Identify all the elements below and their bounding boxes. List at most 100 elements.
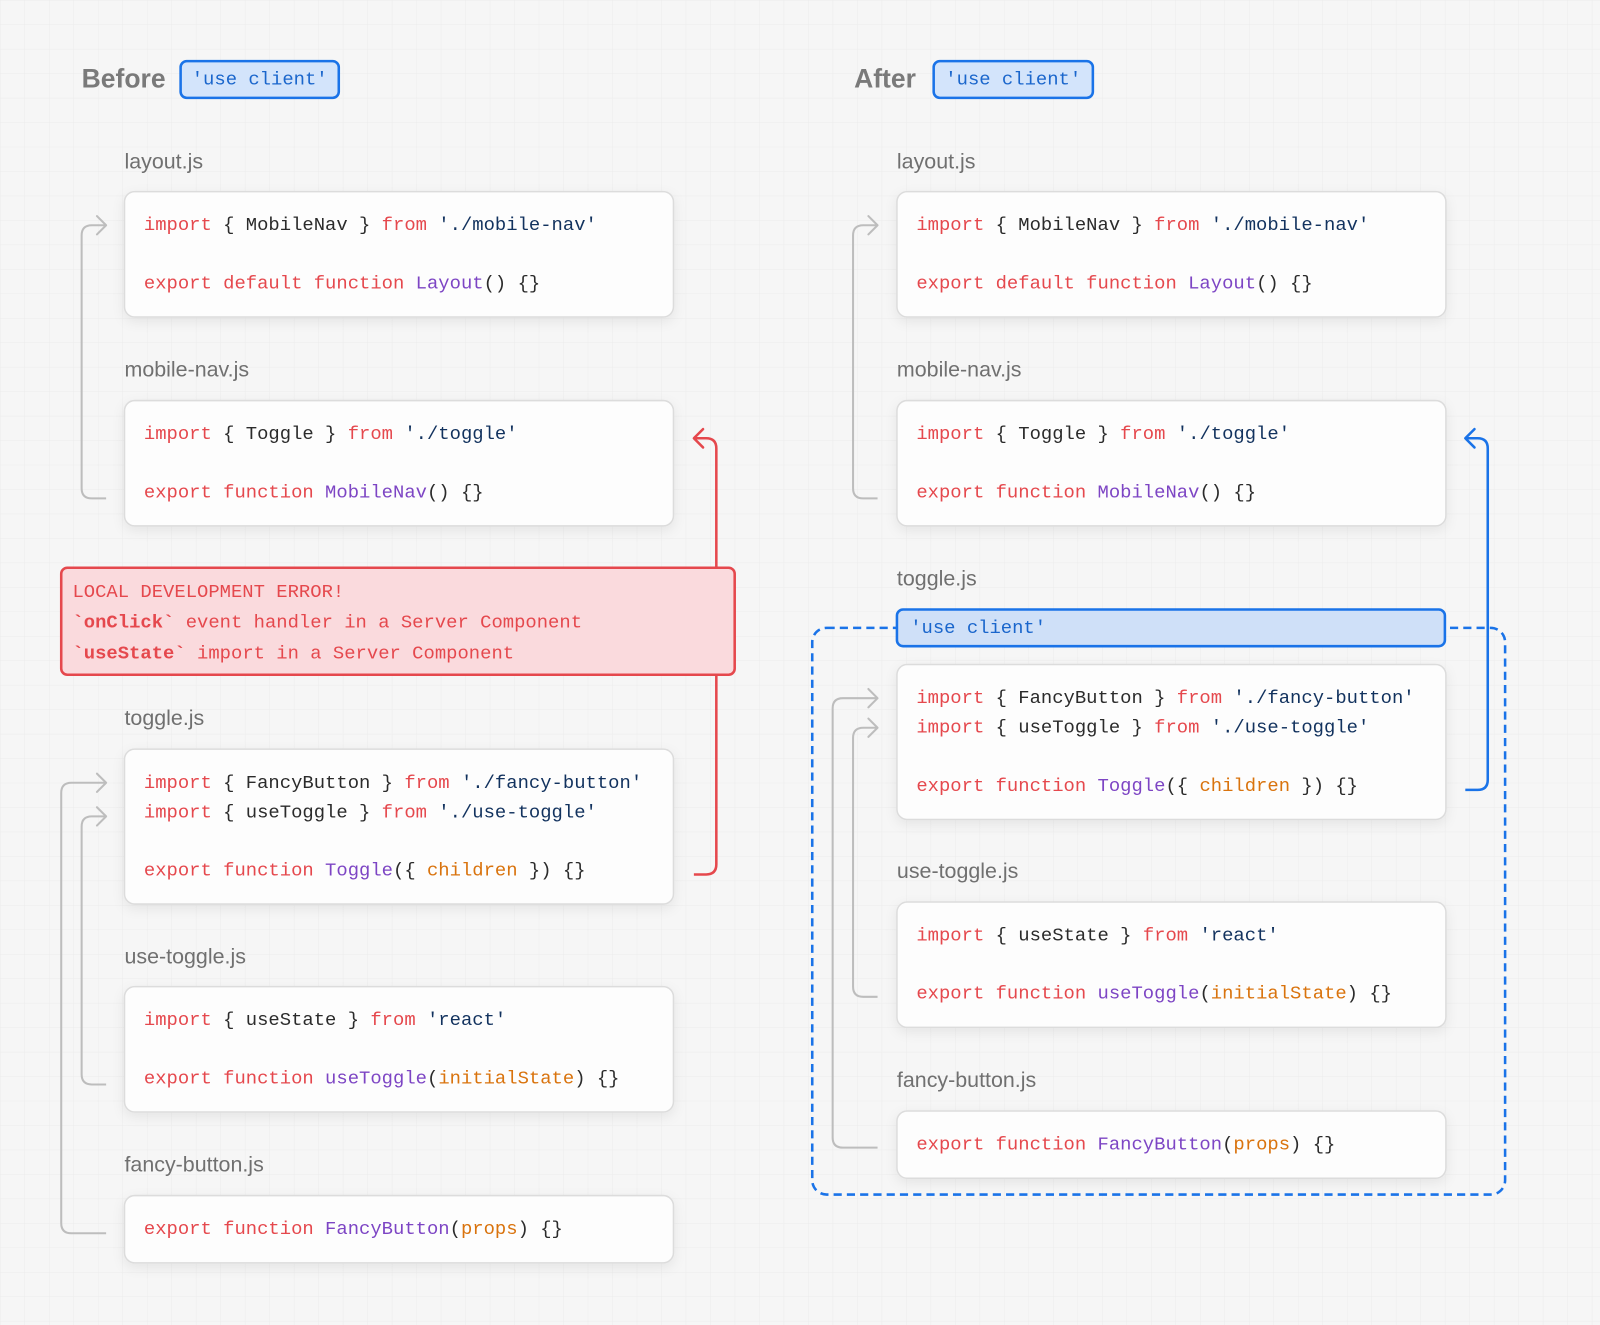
code-box bbox=[896, 190, 1447, 318]
code-token: from bbox=[1154, 214, 1199, 236]
code-token: props bbox=[461, 1218, 518, 1240]
code-box bbox=[123, 1194, 675, 1264]
code-box bbox=[896, 399, 1447, 527]
client-badge-text: 'use client' bbox=[192, 68, 328, 90]
code-box bbox=[123, 985, 675, 1113]
code-token: ( bbox=[1222, 1134, 1233, 1156]
code-line: export function Toggle({ children }) {} bbox=[144, 859, 586, 881]
code-token: FancyButton bbox=[1086, 1134, 1222, 1156]
code-token: export function bbox=[916, 983, 1086, 1005]
code-token: props bbox=[1233, 1134, 1290, 1156]
arrow-head bbox=[692, 427, 705, 449]
file-name: mobile-nav.js bbox=[124, 358, 249, 382]
code-token: import bbox=[144, 214, 212, 236]
code-token: { MobileNav } bbox=[984, 214, 1154, 236]
code-line: import { FancyButton } from './fancy-but… bbox=[144, 772, 642, 794]
error-token: LOCAL DEVELOPMENT ERROR! bbox=[72, 581, 344, 603]
code-token: }) {} bbox=[1290, 775, 1358, 797]
panel-title: Before bbox=[82, 64, 166, 94]
client-badge-text: 'use client' bbox=[945, 68, 1081, 90]
arrow-head bbox=[867, 717, 879, 738]
code-token: () {} bbox=[427, 481, 484, 503]
code-line: import { useState } from 'react' bbox=[916, 925, 1278, 947]
code-line: export function FancyButton(props) {} bbox=[916, 1134, 1335, 1156]
error-token: event handler in a Server Component bbox=[174, 612, 582, 634]
file-name: layout.js bbox=[124, 150, 203, 174]
code-box bbox=[896, 901, 1447, 1029]
error-line: `onClick` event handler in a Server Comp… bbox=[72, 612, 582, 634]
code-line: import { useToggle } from './use-toggle' bbox=[916, 717, 1369, 739]
code-token: ) {} bbox=[518, 1218, 563, 1240]
code-token: export function bbox=[916, 1134, 1086, 1156]
code-token: { Toggle } bbox=[984, 423, 1120, 445]
code-token: Layout bbox=[1177, 272, 1256, 294]
code-token: initialState bbox=[438, 1067, 574, 1089]
code-token: Toggle bbox=[314, 859, 393, 881]
error-token: `useState` bbox=[72, 642, 185, 664]
dependency-arrow bbox=[852, 224, 878, 500]
code-line: import { FancyButton } from './fancy-but… bbox=[916, 687, 1414, 709]
code-token: () {} bbox=[1256, 272, 1313, 294]
code-token: import bbox=[144, 772, 212, 794]
code-box bbox=[123, 748, 675, 905]
error-line: `useState` import in a Server Component bbox=[72, 642, 514, 664]
code-token: { useState } bbox=[212, 1009, 371, 1031]
code-token: import bbox=[916, 423, 984, 445]
code-token: from bbox=[1120, 423, 1165, 445]
code-token: ( bbox=[427, 1067, 438, 1089]
arrow-head bbox=[95, 215, 108, 236]
code-token: export default function bbox=[144, 272, 404, 294]
code-line: import { MobileNav } from './mobile-nav' bbox=[916, 214, 1369, 236]
code-box bbox=[123, 399, 675, 527]
arrow-head bbox=[867, 687, 879, 709]
client-badge bbox=[179, 59, 341, 100]
code-box bbox=[123, 190, 675, 318]
code-token: import bbox=[144, 1009, 212, 1031]
code-token: import bbox=[916, 687, 984, 709]
code-line: export function MobileNav() {} bbox=[916, 481, 1256, 503]
code-token: './use-toggle' bbox=[1199, 717, 1369, 739]
code-token: { useState } bbox=[984, 925, 1143, 947]
code-token: from bbox=[348, 423, 393, 445]
code-token: { MobileNav } bbox=[212, 214, 382, 236]
code-token: './fancy-button' bbox=[1222, 687, 1415, 709]
code-line: export function useToggle(initialState) … bbox=[916, 983, 1392, 1005]
client-directive-bar bbox=[895, 608, 1447, 648]
file-name: toggle.js bbox=[897, 567, 977, 591]
dependency-arrow bbox=[831, 697, 878, 1149]
code-line: export function FancyButton(props) {} bbox=[144, 1218, 563, 1240]
code-token: export function bbox=[144, 1218, 314, 1240]
code-line: import { MobileNav } from './mobile-nav' bbox=[144, 214, 597, 236]
code-token: () {} bbox=[484, 272, 541, 294]
code-token: children bbox=[1199, 775, 1290, 797]
code-token: export function bbox=[916, 775, 1086, 797]
code-token: './toggle' bbox=[1165, 423, 1290, 445]
code-token: from bbox=[404, 772, 449, 794]
file-name: fancy-button.js bbox=[897, 1068, 1036, 1092]
code-token: ) {} bbox=[574, 1067, 619, 1089]
code-token: { useToggle } bbox=[984, 717, 1154, 739]
code-box bbox=[896, 1110, 1447, 1179]
code-token: from bbox=[382, 214, 427, 236]
code-token: ({ bbox=[1165, 775, 1199, 797]
code-line: import { useToggle } from './use-toggle' bbox=[144, 801, 597, 823]
code-token: from bbox=[1154, 717, 1199, 739]
code-token: ({ bbox=[393, 859, 427, 881]
client-directive-text: 'use client' bbox=[910, 617, 1046, 639]
error-line: LOCAL DEVELOPMENT ERROR! bbox=[72, 581, 344, 603]
client-badge bbox=[932, 59, 1095, 100]
file-name: fancy-button.js bbox=[124, 1153, 263, 1177]
code-token: { Toggle } bbox=[212, 423, 348, 445]
code-token: './fancy-button' bbox=[450, 772, 643, 794]
code-token: from bbox=[1177, 687, 1222, 709]
code-line: export default function Layout() {} bbox=[916, 272, 1312, 294]
code-line: import { useState } from 'react' bbox=[144, 1009, 506, 1031]
code-token: import bbox=[916, 925, 984, 947]
code-token: FancyButton bbox=[314, 1218, 450, 1240]
code-token: './mobile-nav' bbox=[427, 214, 597, 236]
code-token: export function bbox=[144, 859, 314, 881]
arrow-head bbox=[867, 215, 879, 236]
code-line: export default function Layout() {} bbox=[144, 272, 540, 294]
code-line: import { Toggle } from './toggle' bbox=[916, 423, 1290, 445]
